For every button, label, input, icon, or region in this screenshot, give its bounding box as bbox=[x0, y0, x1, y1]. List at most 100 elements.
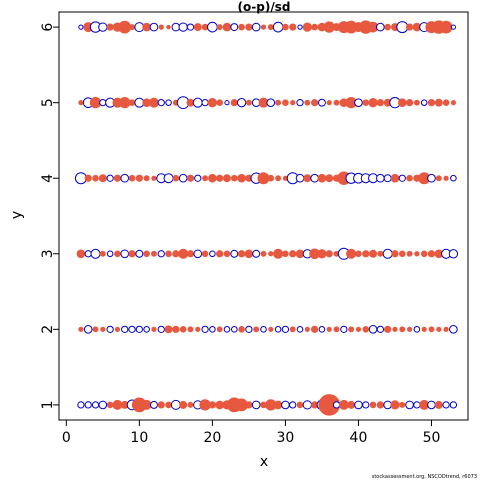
residual-point-positive bbox=[157, 401, 165, 409]
residual-point-positive bbox=[362, 250, 370, 258]
residual-point-negative bbox=[209, 250, 216, 258]
residual-point-negative bbox=[98, 22, 108, 32]
residual-point-negative bbox=[224, 100, 230, 106]
residual-point-positive bbox=[230, 174, 238, 182]
residual-point-negative bbox=[450, 174, 457, 182]
residual-point-positive bbox=[114, 250, 121, 258]
residual-point-positive bbox=[141, 399, 152, 410]
residual-point-positive bbox=[421, 326, 427, 332]
residual-point-negative bbox=[260, 326, 267, 333]
residual-point-negative bbox=[302, 400, 312, 410]
residual-point-positive bbox=[106, 23, 114, 31]
residual-point-negative bbox=[91, 401, 100, 409]
residual-point-negative bbox=[427, 173, 436, 183]
residual-point-positive bbox=[290, 100, 296, 106]
y-axis-label: y bbox=[9, 211, 25, 219]
residual-point-positive bbox=[384, 325, 392, 333]
residual-point-positive bbox=[164, 325, 173, 334]
residual-point-positive bbox=[78, 100, 84, 106]
residual-point-positive bbox=[92, 174, 99, 182]
chart-title: (o-p)/sd bbox=[238, 0, 291, 14]
residual-point-positive bbox=[208, 401, 217, 409]
residual-point-negative bbox=[317, 98, 326, 107]
residual-point-negative bbox=[223, 326, 231, 333]
residual-point-positive bbox=[428, 326, 435, 333]
residual-point-positive bbox=[260, 250, 267, 257]
residual-point-positive bbox=[268, 251, 274, 257]
residual-point-negative bbox=[90, 248, 101, 259]
residual-point-negative bbox=[376, 22, 385, 32]
residual-point-negative bbox=[413, 326, 421, 333]
residual-point-negative bbox=[186, 23, 195, 31]
residual-point-negative bbox=[376, 173, 385, 183]
residual-point-positive bbox=[333, 99, 340, 106]
residual-point-positive bbox=[237, 250, 246, 258]
x-tick-label: 50 bbox=[423, 430, 441, 446]
residual-point-positive bbox=[311, 23, 318, 31]
x-tick-label: 40 bbox=[350, 430, 368, 446]
residual-point-negative bbox=[230, 326, 238, 333]
residual-point-negative bbox=[310, 173, 319, 183]
residual-point-positive bbox=[275, 175, 282, 182]
residual-point-positive bbox=[165, 250, 172, 258]
residual-point-positive bbox=[172, 325, 180, 333]
plot-area bbox=[74, 20, 459, 416]
residual-point-positive bbox=[186, 174, 195, 182]
residual-point-positive bbox=[158, 24, 164, 30]
residual-point-positive bbox=[390, 173, 400, 183]
residual-point-negative bbox=[449, 325, 458, 334]
residual-point-positive bbox=[355, 250, 362, 258]
residual-point-positive bbox=[257, 172, 270, 185]
residual-point-negative bbox=[230, 249, 239, 258]
residual-point-negative bbox=[170, 399, 181, 410]
residual-point-positive bbox=[260, 24, 267, 30]
residual-point-negative bbox=[106, 250, 114, 258]
residual-point-positive bbox=[143, 250, 150, 258]
residual-point-positive bbox=[302, 22, 312, 32]
y-tick-label: 4 bbox=[40, 174, 56, 183]
residual-point-positive bbox=[282, 99, 289, 106]
residual-point-positive bbox=[273, 248, 284, 259]
residual-point-positive bbox=[129, 24, 135, 31]
residual-point-positive bbox=[216, 24, 223, 31]
residual-point-positive bbox=[406, 174, 413, 182]
residual-point-positive bbox=[405, 99, 414, 107]
residual-point-negative bbox=[376, 325, 384, 333]
residual-point-positive bbox=[362, 326, 370, 333]
residual-point-positive bbox=[222, 22, 232, 32]
residual-point-positive bbox=[427, 250, 436, 258]
residual-point-positive bbox=[273, 400, 283, 410]
residual-point-negative bbox=[121, 325, 129, 333]
y-tick-label: 6 bbox=[40, 23, 56, 32]
residual-point-positive bbox=[413, 99, 420, 106]
residual-point-negative bbox=[201, 99, 209, 107]
residual-point-negative bbox=[106, 174, 114, 182]
residual-point-negative bbox=[450, 24, 457, 30]
residual-point-positive bbox=[355, 326, 362, 332]
residual-point-negative bbox=[165, 99, 172, 106]
residual-point-negative bbox=[230, 23, 239, 32]
y-tick-label: 1 bbox=[40, 400, 56, 409]
residual-point-negative bbox=[281, 325, 290, 333]
residual-point-negative bbox=[382, 248, 393, 259]
residual-point-positive bbox=[187, 401, 194, 408]
residual-point-positive bbox=[296, 401, 304, 409]
residual-point-positive bbox=[187, 326, 194, 333]
residual-point-positive bbox=[310, 325, 319, 333]
y-tick-label: 3 bbox=[40, 249, 56, 258]
residual-point-negative bbox=[163, 173, 174, 184]
residual-point-positive bbox=[376, 401, 384, 409]
residual-point-negative bbox=[405, 400, 414, 410]
residual-point-positive bbox=[143, 175, 150, 182]
residual-point-positive bbox=[289, 326, 296, 333]
residual-point-negative bbox=[442, 401, 450, 409]
residual-point-positive bbox=[399, 401, 406, 408]
residual-point-negative bbox=[251, 22, 261, 32]
residual-point-positive bbox=[427, 99, 436, 107]
residual-point-positive bbox=[78, 326, 84, 332]
residual-point-positive bbox=[338, 399, 349, 410]
residual-point-positive bbox=[128, 250, 136, 258]
residual-point-positive bbox=[238, 23, 245, 31]
residual-point-positive bbox=[237, 173, 246, 183]
